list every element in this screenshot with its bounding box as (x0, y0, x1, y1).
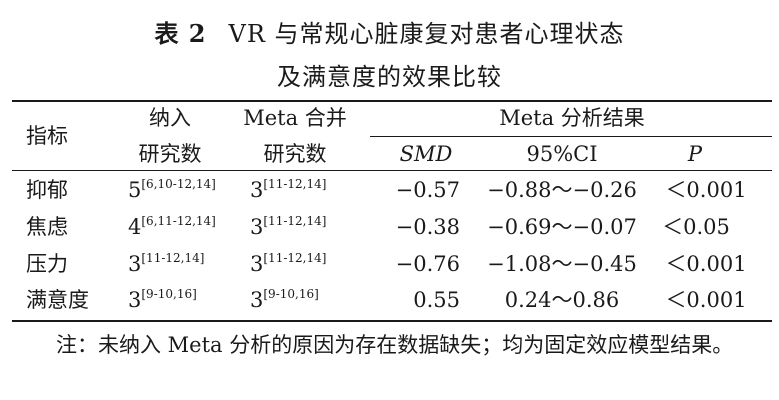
row-ci: 0.24～0.86 (504, 288, 620, 312)
row-merged: 3[11-12,14] (250, 214, 327, 239)
row-included: 3[11-12,14] (128, 251, 205, 276)
row-indicator: 抑郁 (26, 178, 68, 202)
row-indicator: 压力 (26, 252, 68, 276)
row-merged: 3[11-12,14] (250, 177, 327, 202)
header-included-line1: 纳入 (149, 106, 191, 130)
header-ci: 95%CI (526, 142, 598, 166)
header-indicator: 指标 (26, 124, 68, 148)
row-p: ＜0.001 (665, 178, 747, 202)
row-ci: −0.88～−0.26 (487, 178, 637, 202)
header-p: P (687, 142, 703, 166)
row-ci: −1.08～−0.45 (487, 252, 637, 276)
bottom-rule (12, 320, 772, 322)
row-p: ＜0.05 (662, 215, 730, 239)
table-title-line2: 及满意度的效果比较 (277, 63, 502, 91)
header-merged-line1: Meta 合并 (243, 106, 347, 130)
row-included: 3[9-10,16] (128, 287, 197, 312)
header-smd: SMD (399, 142, 453, 166)
row-indicator: 满意度 (26, 288, 89, 312)
table-number: 表 2 (154, 19, 207, 48)
table-title: 表 2 VR 与常规心脏康复对患者心理状态 (0, 14, 779, 49)
row-included: 5[6,10-12,14] (128, 177, 216, 202)
meta-result-underline (370, 136, 772, 137)
table-note: 注：未纳入 Meta 分析的原因为存在数据缺失；均为固定效应模型结果。 (56, 333, 734, 357)
table-title-line1: VR 与常规心脏康复对患者心理状态 (228, 20, 625, 48)
header-meta-result: Meta 分析结果 (499, 106, 645, 130)
header-included-line2: 研究数 (138, 142, 202, 166)
row-p: ＜0.001 (665, 288, 747, 312)
top-rule (12, 100, 772, 102)
row-smd: 0.55 (413, 288, 460, 312)
row-smd: −0.38 (395, 215, 460, 239)
row-merged: 3[11-12,14] (250, 251, 327, 276)
row-merged: 3[9-10,16] (250, 287, 319, 312)
row-p: ＜0.001 (665, 252, 747, 276)
header-merged-line2: 研究数 (263, 142, 327, 166)
header-bottom-rule (12, 170, 772, 171)
row-smd: −0.76 (395, 252, 460, 276)
row-smd: −0.57 (395, 178, 460, 202)
row-included: 4[6,11-12,14] (128, 214, 216, 239)
row-indicator: 焦虑 (26, 215, 68, 239)
row-ci: −0.69～−0.07 (487, 215, 637, 239)
